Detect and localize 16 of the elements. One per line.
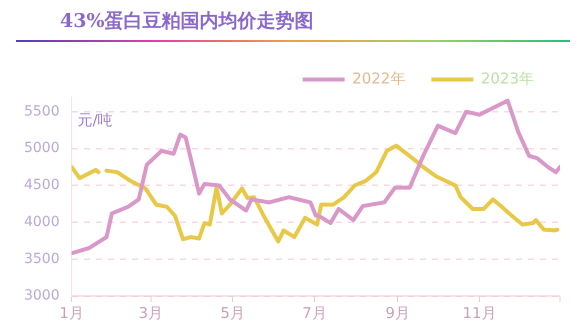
legend-label: 2023年 <box>480 69 534 88</box>
x-tick-label: 3月 <box>138 304 164 322</box>
y-axis-title: 元/吨 <box>78 111 113 130</box>
y-tick-label: 3500 <box>24 250 60 267</box>
x-tick-label: 9月 <box>385 304 410 322</box>
x-tick-label: 1月 <box>59 304 84 322</box>
chart-title: 43%蛋白豆粕国内均价走势图 <box>59 9 314 34</box>
y-tick-label: 5000 <box>24 140 60 156</box>
x-tick-label: 5月 <box>220 304 245 322</box>
x-tick-label: 7月 <box>302 304 327 322</box>
y-tick-label: 5500 <box>24 103 60 120</box>
y-tick-label: 3000 <box>24 288 60 304</box>
y-tick-label: 4500 <box>24 177 60 194</box>
x-tick-label: 11月 <box>462 304 497 322</box>
legend-label: 2022年 <box>352 69 406 88</box>
y-tick-label: 4000 <box>24 214 60 230</box>
